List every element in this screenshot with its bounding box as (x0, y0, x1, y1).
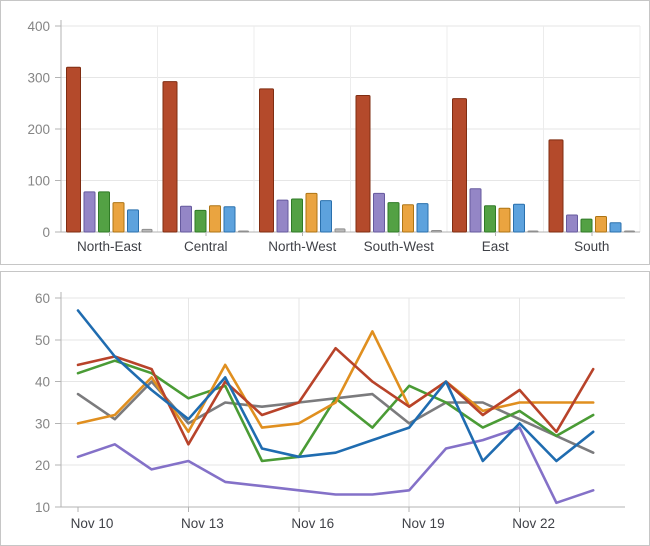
bar-gray (624, 230, 635, 233)
bar-blue (223, 206, 236, 233)
x-category-label: North-East (77, 239, 142, 254)
bar-red (355, 95, 371, 233)
bar-green (291, 198, 303, 233)
line-series-green (76, 359, 595, 463)
bar-green (484, 205, 496, 233)
bar-green (98, 191, 110, 233)
y-tick-label: 300 (27, 71, 50, 86)
bar-purple (276, 199, 289, 233)
x-tick-label: Nov 22 (512, 516, 555, 531)
bar-orange (209, 205, 221, 233)
bar-gray (431, 229, 442, 233)
bar-gray (238, 230, 249, 233)
y-tick-label: 50 (35, 333, 50, 348)
y-tick-label: 60 (35, 291, 50, 306)
bar-chart-svg: 0 100 200 300 400 North-East Central North-West… (27, 19, 641, 254)
y-tick-label: 0 (42, 225, 50, 240)
x-category-label: Central (184, 239, 228, 254)
bar-red (162, 81, 178, 233)
line-series-red (76, 346, 595, 446)
x-tick-label: Nov 19 (402, 516, 445, 531)
line-series-blue (76, 309, 595, 463)
bar-orange (112, 202, 125, 233)
y-tick-label: 100 (27, 174, 50, 189)
bar-blue (320, 200, 332, 233)
y-tick-label: 20 (35, 458, 50, 473)
bar-red (66, 66, 81, 233)
bar-blue (416, 203, 429, 233)
bar-red (548, 139, 564, 233)
bar-red (259, 88, 274, 233)
x-tick-label: Nov 16 (291, 516, 334, 531)
bar-purple (180, 205, 192, 233)
bar-chart-panel: 0 100 200 300 400 North-East Central North-West… (0, 0, 650, 265)
bar-gray (141, 228, 153, 233)
line-series-purple (76, 426, 595, 505)
y-tick-label: 400 (27, 19, 50, 34)
bar-blue (513, 203, 525, 233)
x-category-label: South-West (364, 239, 435, 254)
bar-green (580, 218, 593, 233)
y-tick-label: 30 (35, 416, 50, 431)
x-category-label: South (574, 239, 609, 254)
x-category-label: North-West (268, 239, 336, 254)
bar-purple (373, 192, 385, 233)
bar-orange (402, 204, 414, 233)
y-tick-label: 200 (27, 122, 50, 137)
y-tick-label: 10 (35, 500, 50, 515)
bar-gray (334, 228, 346, 233)
bar-blue (127, 209, 139, 233)
bar-purple (83, 191, 96, 233)
bar-green (194, 209, 207, 233)
bar-purple (469, 188, 482, 233)
bar-orange (595, 216, 607, 233)
bar-blue (609, 222, 622, 233)
y-tick-label: 40 (35, 375, 50, 390)
bar-orange (498, 207, 511, 233)
bar-purple (566, 214, 578, 233)
bar-gray (527, 230, 539, 233)
bar-orange (305, 192, 318, 233)
bar-green (387, 202, 400, 233)
x-category-label: East (482, 239, 509, 254)
x-tick-label: Nov 10 (71, 516, 114, 531)
line-chart-svg: 10 20 30 40 50 60 Nov 10 Nov 13 Nov 16 Nov 19 Nov … (35, 291, 625, 531)
x-tick-label: Nov 13 (181, 516, 224, 531)
bar-red (452, 98, 467, 233)
line-chart-panel: 10 20 30 40 50 60 Nov 10 Nov 13 Nov 16 Nov 19 Nov … (0, 271, 650, 546)
